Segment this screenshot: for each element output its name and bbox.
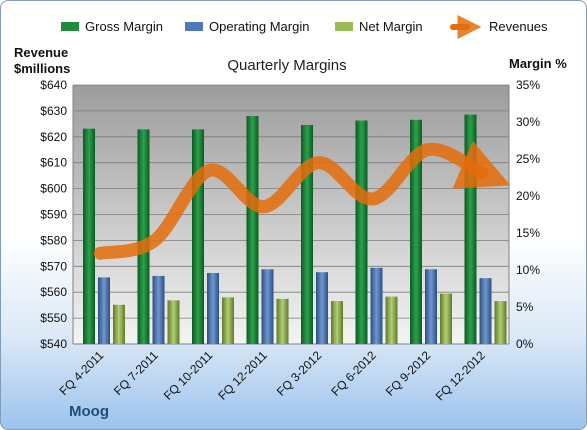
bar-gross-margin	[246, 116, 259, 344]
bar-operating-margin	[152, 275, 165, 344]
y-right-tick-label: 35%	[516, 78, 540, 92]
y-right-tick-label: 15%	[516, 226, 540, 240]
y-left-label-line1: Revenue	[14, 45, 68, 60]
bar-gross-margin	[410, 119, 422, 344]
x-tick-label: FQ 12-2012	[433, 348, 488, 403]
x-tick-label: FQ 3-2012	[274, 348, 325, 399]
bar-gross-margin	[83, 128, 95, 344]
bar-net-margin	[167, 300, 180, 344]
bar-net-margin	[440, 293, 452, 344]
bar-gross-margin	[301, 124, 313, 345]
y-right-tick-label: 20%	[516, 189, 540, 203]
bar-net-margin	[222, 297, 234, 344]
bar-net-margin	[331, 301, 343, 344]
legend-label-operating-margin: Operating Margin	[209, 19, 309, 34]
bar-operating-margin	[98, 277, 110, 344]
bar-operating-margin	[479, 278, 492, 344]
y-left-tick-label: $600	[40, 182, 67, 196]
bar-operating-margin	[316, 272, 328, 344]
y-right-tick-label: 0%	[516, 337, 534, 351]
bar-operating-margin	[370, 267, 383, 344]
y-left-tick-label: $570	[40, 259, 67, 273]
legend-swatch-operating-margin	[185, 22, 203, 31]
revenue-point	[99, 252, 102, 255]
revenue-line	[93, 140, 511, 260]
legend-label-gross-margin: Gross Margin	[85, 19, 163, 34]
y-left-tick-label: $560	[40, 285, 67, 299]
x-tick-label: FQ 7-2011	[111, 348, 161, 398]
y-right-label: Margin %	[509, 56, 567, 71]
bar-operating-margin	[207, 272, 219, 344]
revenue-point	[262, 205, 265, 208]
y-right-tick-label: 5%	[516, 300, 534, 314]
bar-net-margin	[113, 304, 125, 344]
legend-swatch-net-margin	[335, 22, 353, 31]
y-left-tick-label: $640	[40, 78, 67, 92]
bar-net-margin	[494, 301, 507, 344]
y-left-label-line2: $millions	[14, 61, 70, 76]
bar-net-margin	[276, 298, 289, 344]
x-tick-label: FQ 4-2011	[57, 348, 107, 398]
bar-net-margin	[385, 296, 398, 344]
x-tick-label: FQ 6-2012	[328, 348, 379, 399]
bar-operating-margin	[261, 269, 274, 344]
bars-group	[83, 114, 507, 345]
bar-gross-margin	[137, 129, 150, 344]
bar-gross-margin	[464, 114, 477, 344]
legend-label-revenues: Revenues	[489, 19, 548, 34]
chart-title: Quarterly Margins	[227, 57, 346, 74]
footer-label: Moog	[69, 403, 109, 420]
y-left-tick-label: $630	[40, 104, 67, 118]
legend-label-net-margin: Net Margin	[359, 19, 423, 34]
y-left-tick-label: $610	[40, 156, 67, 170]
bar-operating-margin	[425, 269, 437, 344]
y-left-tick-label: $580	[40, 233, 67, 247]
y-left-tick-label: $620	[40, 130, 67, 144]
bar-gross-margin	[192, 129, 204, 344]
y-right-tick-label: 30%	[516, 115, 540, 129]
y-left-tick-label: $590	[40, 208, 67, 222]
revenue-point	[480, 172, 483, 175]
x-tick-label: FQ 9-2012	[383, 348, 434, 399]
bar-gross-margin	[355, 120, 368, 345]
legend-swatch-gross-margin	[61, 22, 79, 31]
y-left-tick-label: $550	[40, 311, 67, 325]
revenue-point	[153, 239, 156, 242]
revenue-point	[317, 161, 320, 164]
revenue-point	[371, 197, 374, 200]
revenue-point	[426, 148, 429, 151]
revenue-line-group	[93, 140, 511, 260]
y-right-tick-label: 25%	[516, 152, 540, 166]
legend: Gross Margin Operating Margin Net Margin…	[61, 15, 548, 39]
y-right-tick-label: 10%	[516, 263, 540, 277]
revenue-point	[208, 169, 211, 172]
x-tick-label: FQ 10-2011	[161, 348, 216, 403]
y-left-tick-label: $540	[40, 337, 67, 351]
x-tick-label: FQ 12-2011	[215, 348, 270, 403]
